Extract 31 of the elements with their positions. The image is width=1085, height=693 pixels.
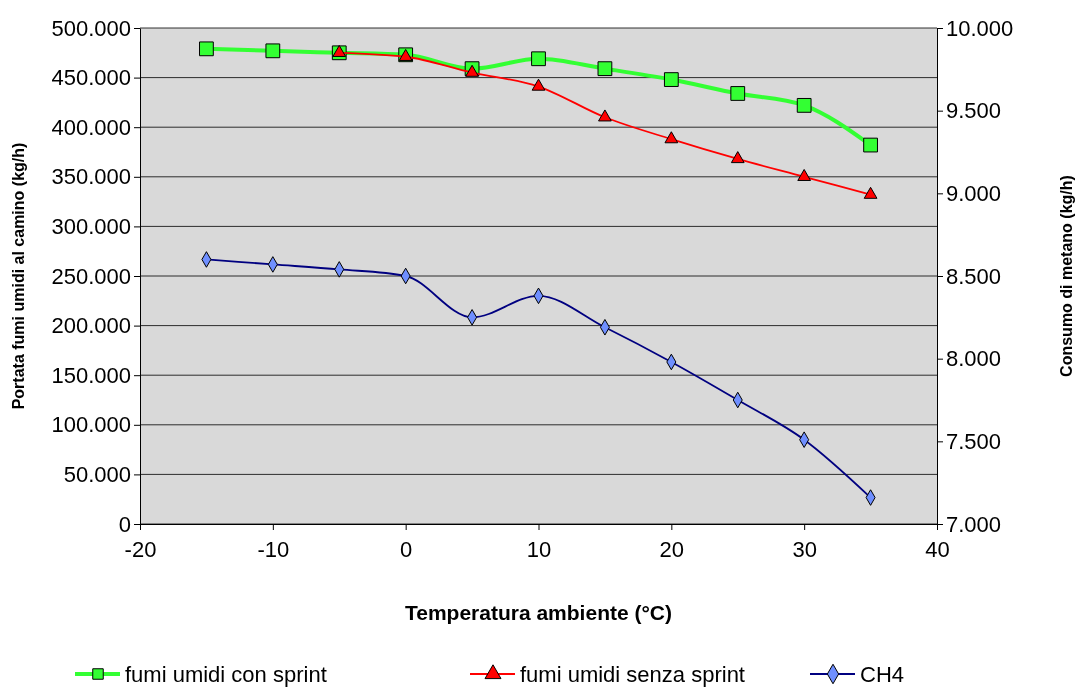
y-tick-label: 150.000 [51, 362, 131, 388]
y-tick-label: 0 [118, 511, 131, 537]
y-tick-label: 100.000 [51, 412, 131, 438]
y2-axis-title: Consumo di metano (kg/h) [1058, 175, 1075, 377]
y-tick-label: 450.000 [51, 65, 131, 91]
y-tick-label: 200.000 [51, 313, 131, 339]
x-tick-label: 20 [659, 537, 685, 563]
y-axis-title: Portata fumi umidi al camino (kg/h) [10, 142, 27, 410]
y-tick-label: 500.000 [51, 15, 131, 41]
x-axis-title: Temperatura ambiente (°C) [404, 601, 673, 624]
y2-tick-label: 7.000 [946, 511, 1002, 537]
y-tick-label: 50.000 [63, 461, 131, 487]
y-tick-label: 350.000 [51, 164, 131, 190]
y-tick-label: 400.000 [51, 114, 131, 140]
y2-tick-label: 7.500 [946, 428, 1002, 454]
x-tick-label: -20 [124, 537, 157, 563]
legend-label: CH4 [860, 662, 905, 687]
x-tick-label: -10 [257, 537, 290, 563]
y2-tick-label: 10.000 [946, 15, 1014, 41]
x-tick-label: 10 [526, 537, 552, 563]
x-tick-label: 30 [792, 537, 817, 563]
y2-tick-label: 8.500 [946, 263, 1002, 289]
y2-tick-label: 8.000 [946, 346, 1002, 372]
y-tick-label: 250.000 [51, 263, 131, 289]
legend-label: fumi umidi senza sprint [520, 662, 745, 687]
legend-label: fumi umidi con sprint [125, 662, 327, 687]
x-tick-label: 0 [400, 537, 413, 563]
x-tick-label: 40 [925, 537, 950, 563]
y2-tick-label: 9.500 [946, 98, 1002, 124]
y-tick-label: 300.000 [51, 213, 131, 239]
y2-tick-label: 9.000 [946, 180, 1002, 206]
